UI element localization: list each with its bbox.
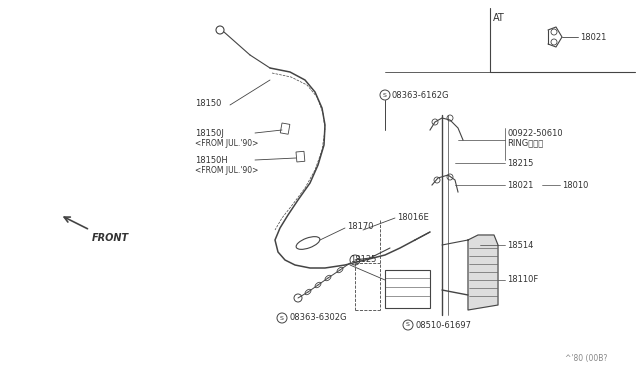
Text: 18010: 18010 bbox=[562, 180, 588, 189]
Text: 08363-6162G: 08363-6162G bbox=[392, 90, 449, 99]
Text: ^'80 (00B?: ^'80 (00B? bbox=[565, 353, 607, 362]
Text: RINGリング: RINGリング bbox=[507, 138, 543, 148]
Text: 18125: 18125 bbox=[350, 256, 376, 264]
Text: AT: AT bbox=[493, 13, 505, 23]
Text: 08510-61697: 08510-61697 bbox=[415, 321, 471, 330]
Text: 08363-6302G: 08363-6302G bbox=[289, 314, 346, 323]
Text: S: S bbox=[406, 323, 410, 327]
Text: 18021: 18021 bbox=[580, 32, 606, 42]
Bar bbox=[296, 151, 305, 162]
Text: 18150H: 18150H bbox=[195, 155, 228, 164]
Text: S: S bbox=[280, 315, 284, 321]
Text: 18150: 18150 bbox=[195, 99, 221, 108]
Text: 00922-50610: 00922-50610 bbox=[507, 128, 563, 138]
Text: 18110F: 18110F bbox=[507, 276, 538, 285]
Text: S: S bbox=[383, 93, 387, 97]
Text: FRONT: FRONT bbox=[92, 233, 129, 243]
Bar bbox=[385, 270, 430, 308]
Text: 18170: 18170 bbox=[347, 221, 374, 231]
Text: 18150J: 18150J bbox=[195, 128, 224, 138]
Text: <FROM JUL.'90>: <FROM JUL.'90> bbox=[195, 138, 259, 148]
Bar bbox=[280, 123, 290, 134]
Polygon shape bbox=[468, 235, 498, 310]
Text: 18016E: 18016E bbox=[397, 212, 429, 221]
Text: 18514: 18514 bbox=[507, 241, 533, 250]
Text: 18215: 18215 bbox=[507, 158, 533, 167]
Text: 18021: 18021 bbox=[507, 180, 533, 189]
Text: <FROM JUL.'90>: <FROM JUL.'90> bbox=[195, 166, 259, 174]
